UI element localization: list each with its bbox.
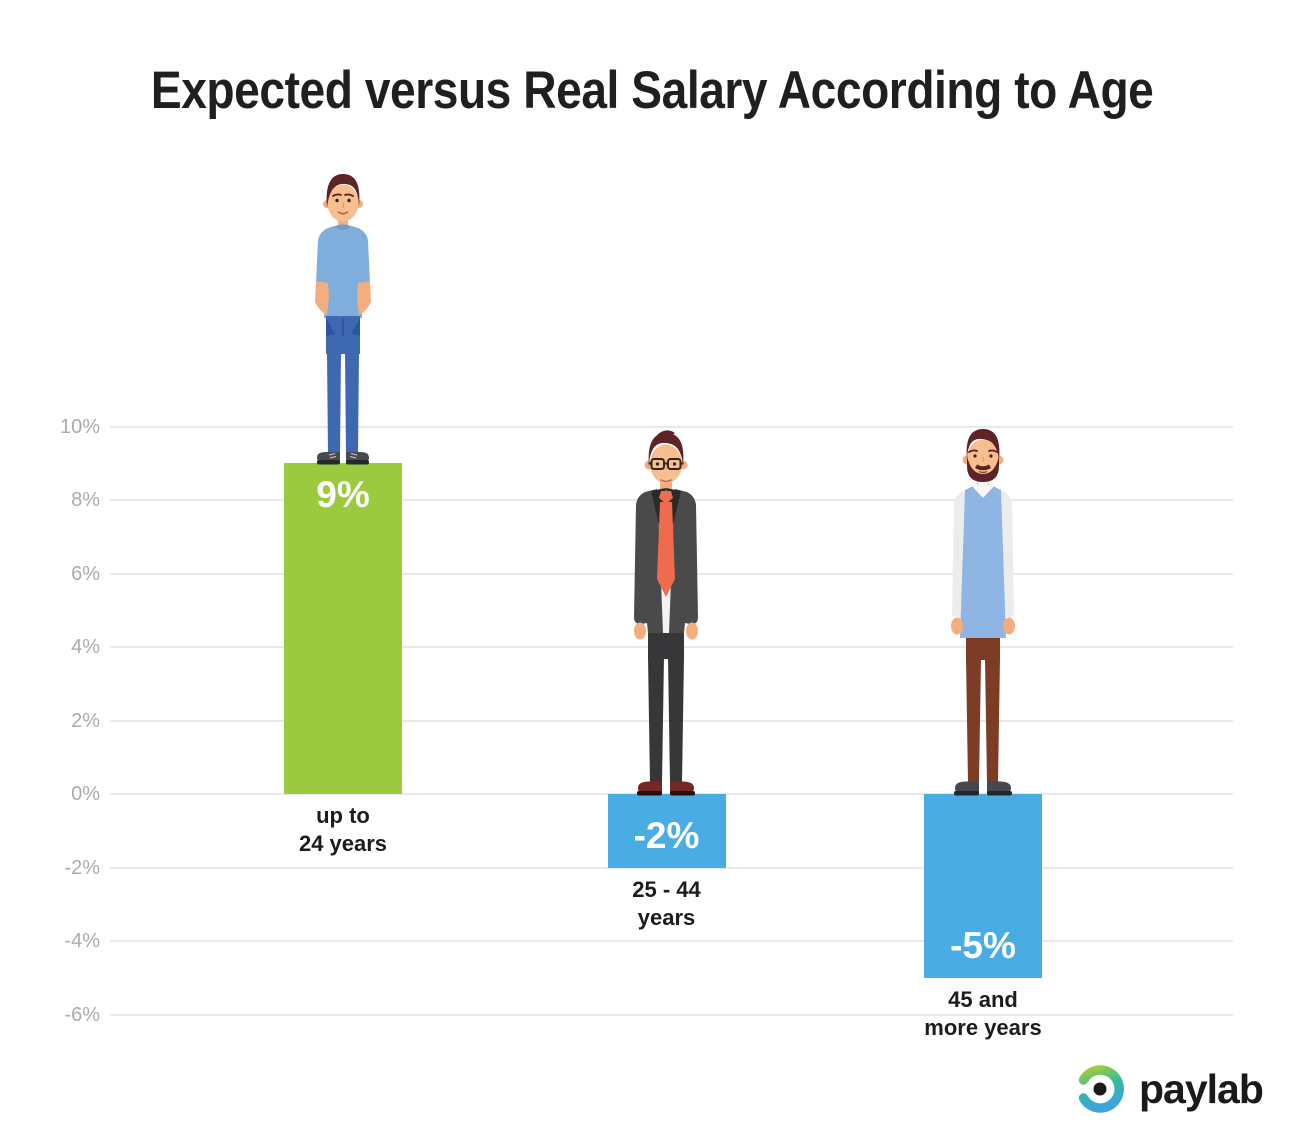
category-label-line: more years — [924, 1014, 1042, 1040]
y-axis-tick-label: 4% — [71, 636, 100, 658]
y-axis-tick-label: 8% — [71, 489, 100, 511]
paylab-logo-icon — [1078, 1065, 1124, 1113]
bar — [924, 794, 1042, 978]
bar — [607, 794, 726, 868]
bar-value-label: -2% — [633, 814, 700, 856]
bar-category-label: up to 24 years — [223, 802, 463, 858]
gridline — [110, 940, 1233, 942]
y-axis-tick-label: -4% — [64, 930, 100, 952]
bar-value-label: 9% — [316, 474, 370, 516]
bar-category-label: 25 - 44 years — [547, 876, 787, 932]
paylab-logo-text: paylab — [1139, 1066, 1264, 1112]
y-axis-tick-label: 6% — [71, 562, 100, 585]
y-axis-tick-label: -2% — [64, 856, 100, 879]
beard — [967, 456, 999, 482]
category-label-line: 25 - 44 — [632, 876, 701, 902]
paylab-logo: paylab — [1072, 1061, 1264, 1117]
y-axis-tick-label: -6% — [64, 1003, 100, 1026]
category-label-line: up to — [316, 803, 370, 828]
category-label-line: 45 and — [948, 986, 1018, 1012]
bar — [284, 463, 402, 794]
category-label-line: 24 years — [298, 831, 388, 856]
gridline — [110, 1013, 1233, 1016]
older-man-illustration — [951, 429, 1015, 796]
bar-category-label: 45 and more years — [863, 986, 1103, 1042]
bar-value-label: -5% — [950, 924, 1016, 966]
chart-title: Expected versus Real Salary According to… — [151, 61, 1154, 120]
gridline — [110, 866, 1233, 869]
businessman-illustration — [634, 430, 698, 796]
y-axis-tick-label: 0% — [71, 783, 100, 805]
young-man-illustration — [315, 174, 371, 465]
y-axis-tick-label: 10% — [59, 415, 100, 438]
category-label-line: years — [637, 904, 696, 930]
y-axis-tick-label: 2% — [71, 709, 100, 732]
gridline — [110, 425, 1233, 428]
